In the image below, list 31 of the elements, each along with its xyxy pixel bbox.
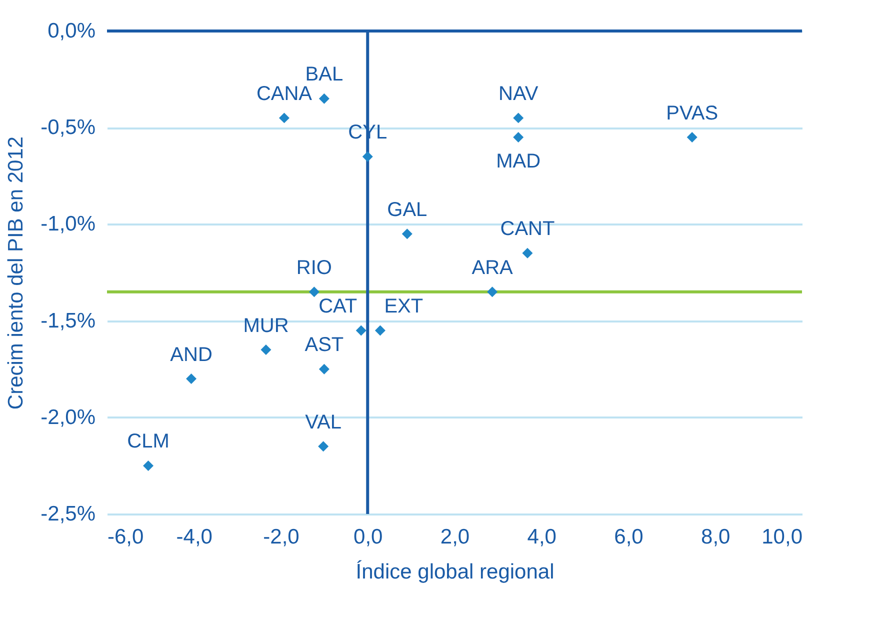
- y-tick-label: -1,0%: [40, 212, 96, 236]
- annotation: VAL: [305, 411, 342, 434]
- x-tick-label: 8,0: [701, 526, 730, 548]
- annotation: CANT: [500, 218, 555, 240]
- x-tick-label: 4,0: [527, 526, 556, 548]
- y-tick-label: -2,5%: [40, 502, 96, 526]
- x-axis-title: Índice global regional: [356, 560, 554, 584]
- x-tick-label: 2,0: [440, 526, 470, 548]
- annotation: CAT: [318, 295, 358, 318]
- y-tick-label: -1,5%: [40, 309, 96, 332]
- annotation: MAD: [496, 150, 541, 172]
- annotation: EXT: [384, 295, 424, 318]
- annotation: PVAS: [666, 102, 718, 124]
- annotation: ARA: [472, 256, 514, 279]
- y-tick-label: 0,0%: [48, 20, 96, 42]
- x-tick-label: 10,0: [762, 526, 802, 548]
- annotation: NAV: [498, 82, 539, 105]
- y-tick-label: -0,5%: [40, 116, 96, 140]
- x-tick-label: 6,0: [614, 526, 644, 548]
- annotation: MUR: [243, 314, 289, 337]
- annotation: CLM: [127, 430, 170, 453]
- y-axis-title: Crecim iento del PIB en 2012: [4, 136, 28, 410]
- y-tick-label: -2,0%: [40, 406, 96, 429]
- x-tick-label: 0,0: [354, 526, 383, 548]
- x-tick-label: -2,0: [263, 526, 300, 548]
- annotation: AND: [170, 344, 212, 366]
- annotation: AST: [304, 334, 344, 356]
- annotation: RIO: [296, 256, 332, 279]
- x-tick-label: -6,0: [108, 526, 144, 548]
- x-tick-label: -4,0: [176, 526, 212, 548]
- annotation: GAL: [387, 198, 428, 221]
